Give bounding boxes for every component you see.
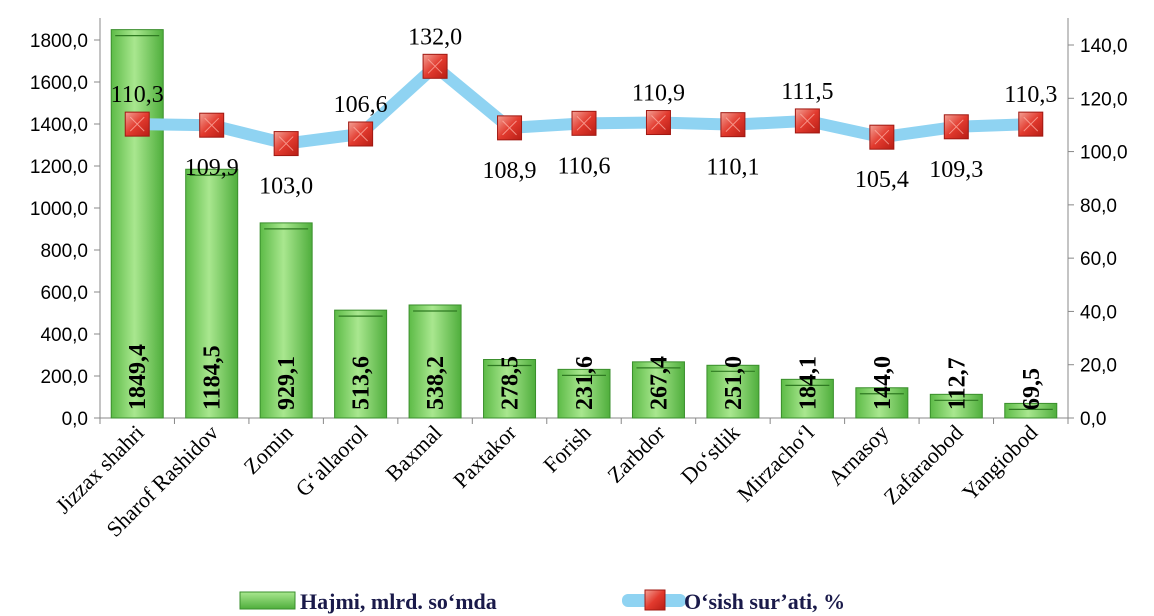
category-label: Yangiobod — [957, 420, 1042, 505]
category-label: Baxmal — [381, 420, 447, 486]
bar — [408, 304, 462, 419]
bar-value-label: 513,6 — [349, 356, 375, 410]
line-marker-shine — [725, 117, 741, 133]
line-marker-shine — [800, 113, 815, 129]
left-tick-label: 200,0 — [40, 367, 88, 388]
bar — [259, 222, 313, 419]
line-value-label: 108,9 — [483, 158, 537, 184]
line-marker-shine — [1023, 116, 1039, 132]
bar-value-label: 184,1 — [795, 356, 821, 410]
line-marker-shine — [278, 136, 294, 151]
category-label: Zafaraobod — [878, 420, 967, 509]
category-label: G‘allaorol — [291, 420, 373, 502]
line-marker-shine — [502, 120, 517, 136]
left-tick-label: 600,0 — [40, 283, 88, 304]
right-tick-label: 60,0 — [1080, 249, 1117, 270]
left-tick-label: 1800,0 — [30, 31, 88, 52]
bar — [185, 168, 239, 419]
bar — [706, 364, 760, 419]
legend-line-label: O‘sish sur’ati, % — [684, 589, 845, 614]
right-tick-label: 0,0 — [1080, 409, 1106, 430]
left-tick-label: 0,0 — [62, 409, 88, 430]
right-tick-label: 140,0 — [1080, 36, 1128, 57]
bar-value-label: 251,0 — [721, 356, 747, 410]
bar — [483, 359, 537, 419]
line-value-label: 109,3 — [929, 157, 983, 183]
category-label: Paxtakor — [448, 419, 521, 492]
right-tick-label: 120,0 — [1080, 89, 1128, 110]
left-tick-label: 1400,0 — [30, 115, 88, 136]
bar-value-label: 69,5 — [1019, 368, 1045, 410]
line-value-label: 110,1 — [706, 155, 759, 181]
left-tick-label: 800,0 — [40, 241, 88, 262]
bar — [631, 361, 685, 419]
bar-value-label: 929,1 — [274, 356, 300, 410]
bar-value-label: 1184,5 — [200, 345, 226, 410]
line-value-label: 110,9 — [632, 81, 685, 107]
line-series — [124, 53, 1044, 157]
line-value-label: 111,5 — [781, 79, 833, 105]
line-value-label: 106,6 — [334, 92, 388, 118]
line-marker-shine — [353, 126, 368, 142]
bar-value-label: 231,6 — [572, 356, 598, 410]
bar-value-label: 538,2 — [423, 356, 449, 410]
legend-bar-label: Hajmi, mlrd. so‘mda — [300, 589, 497, 614]
category-label: Forish — [538, 420, 595, 477]
right-tick-label: 80,0 — [1080, 196, 1117, 217]
bar — [1004, 402, 1058, 419]
category-label: Do‘stlik — [676, 420, 745, 489]
category-label: Mirzacho‘l — [732, 420, 819, 507]
legend: Hajmi, mlrd. so‘mda O‘sish sur’ati, % — [239, 589, 845, 614]
line-marker-shine — [576, 115, 592, 131]
bar-value-label: 112,7 — [944, 357, 970, 410]
line-marker-shine — [948, 119, 964, 135]
left-tick-label: 400,0 — [40, 325, 88, 346]
line-value-label: 132,0 — [408, 24, 462, 50]
line-value-label: 110,6 — [557, 153, 610, 179]
line-value-label: 105,4 — [855, 167, 909, 193]
right-tick-label: 100,0 — [1080, 143, 1128, 164]
bar-value-label: 1849,4 — [125, 344, 151, 410]
data-labels: 1849,4 1184,5 929,1 513,6 538,2 278,5 231,6 267… — [111, 24, 1058, 410]
line-value-label: 103,0 — [259, 174, 313, 200]
legend-marker-swatch — [644, 589, 666, 611]
left-tick-label: 1200,0 — [30, 157, 88, 178]
bar — [557, 368, 611, 419]
bar — [334, 309, 388, 419]
right-tick-label: 40,0 — [1080, 302, 1117, 323]
line-marker-shine — [874, 129, 890, 145]
bar-value-label: 144,0 — [870, 356, 896, 410]
line-value-label: 109,9 — [185, 155, 239, 181]
right-tick-label: 20,0 — [1080, 356, 1117, 377]
left-tick-label: 1600,0 — [30, 73, 88, 94]
line-value-label: 110,3 — [111, 82, 164, 108]
line-marker-shine — [204, 117, 220, 133]
category-label: Zarbdor — [602, 419, 670, 487]
bar — [110, 29, 164, 419]
bar-series — [110, 29, 1058, 419]
line-marker-shine — [651, 115, 666, 130]
bar-value-label: 267,4 — [646, 356, 672, 410]
bar — [855, 387, 909, 419]
line-marker-shine — [129, 116, 145, 132]
left-tick-label: 1000,0 — [30, 199, 88, 220]
category-label: Zomin — [239, 420, 298, 479]
bar-value-label: 278,5 — [498, 356, 524, 410]
legend-bar-swatch — [239, 591, 296, 610]
line-value-label: 110,3 — [1004, 82, 1057, 108]
category-label: Arnasoy — [823, 420, 893, 490]
line-marker-shine — [427, 58, 443, 74]
